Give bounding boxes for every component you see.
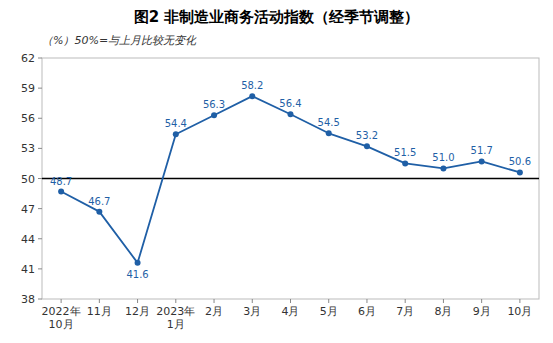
marker xyxy=(58,189,64,195)
x-tick xyxy=(61,299,62,303)
x-tick xyxy=(99,299,100,303)
y-tick xyxy=(38,238,42,239)
x-tick-label-line: 10月 xyxy=(507,305,532,318)
x-tick-label-line: 2月 xyxy=(205,305,223,318)
x-tick-label-line: 8月 xyxy=(434,305,452,318)
y-tick-label: 50 xyxy=(21,173,35,186)
data-label: 56.4 xyxy=(279,98,301,109)
x-tick-label: 2023年1月 xyxy=(156,305,195,331)
y-tick xyxy=(38,58,42,59)
x-tick-label: 3月 xyxy=(243,305,261,318)
data-label: 50.6 xyxy=(509,156,531,167)
data-label: 46.7 xyxy=(88,196,110,207)
reference-line xyxy=(42,178,539,180)
marker xyxy=(96,209,102,215)
plot-area xyxy=(42,93,539,266)
marker xyxy=(402,160,408,166)
y-tick xyxy=(38,88,42,89)
y-tick xyxy=(38,118,42,119)
x-tick xyxy=(137,299,138,303)
data-label: 41.6 xyxy=(126,269,148,280)
x-tick-label: 11月 xyxy=(87,305,112,318)
y-tick-label: 59 xyxy=(21,82,35,95)
marker xyxy=(288,111,294,117)
marker xyxy=(479,158,485,164)
x-tick-label-line: 2022年 xyxy=(42,305,81,318)
x-tick xyxy=(290,299,291,303)
marker xyxy=(249,93,255,99)
x-tick-label: 6月 xyxy=(358,305,376,318)
chart: 图2 非制造业商务活动指数（经季节调整） （%）50%=与上月比较无变化 38 41 4… xyxy=(0,0,553,343)
marker xyxy=(326,130,332,136)
x-tick-label: 7月 xyxy=(396,305,414,318)
x-tick-label: 2月 xyxy=(205,305,223,318)
y-tick-label: 41 xyxy=(21,263,35,276)
x-tick-label-line: 4月 xyxy=(282,305,300,318)
data-label: 51.7 xyxy=(471,145,493,156)
x-tick-label-line: 1月 xyxy=(167,318,185,331)
y-tick-label: 47 xyxy=(21,203,35,216)
data-label: 48.7 xyxy=(50,176,72,187)
data-label: 51.5 xyxy=(394,147,416,158)
data-label: 58.2 xyxy=(241,80,263,91)
y-tick xyxy=(38,268,42,269)
data-label: 53.2 xyxy=(356,130,378,141)
marker xyxy=(517,169,523,175)
x-tick xyxy=(214,299,215,303)
x-tick xyxy=(481,299,482,303)
subtitle: （%）50%=与上月比较无变化 xyxy=(42,34,197,47)
y-tick-label: 44 xyxy=(21,233,35,246)
x-tick-label: 5月 xyxy=(320,305,338,318)
marker xyxy=(364,143,370,149)
x-tick-label-line: 2023年 xyxy=(156,305,195,318)
y-tick xyxy=(38,208,42,209)
y-tick xyxy=(38,299,42,300)
y-tick-label: 62 xyxy=(21,52,35,65)
x-tick-label-line: 9月 xyxy=(473,305,491,318)
x-tick-label-line: 11月 xyxy=(87,305,112,318)
x-tick xyxy=(328,299,329,303)
x-tick-label-line: 12月 xyxy=(125,305,150,318)
data-label: 56.3 xyxy=(203,99,225,110)
data-label: 54.4 xyxy=(165,118,187,129)
x-tick-label: 9月 xyxy=(473,305,491,318)
x-tick xyxy=(366,299,367,303)
x-tick xyxy=(175,299,176,303)
plot-frame xyxy=(42,58,539,299)
x-tick-label: 4月 xyxy=(282,305,300,318)
x-tick-label: 8月 xyxy=(434,305,452,318)
data-label: 51.0 xyxy=(432,152,454,163)
y-tick xyxy=(38,148,42,149)
y-tick xyxy=(38,178,42,179)
marker xyxy=(440,165,446,171)
y-tick-label: 38 xyxy=(21,293,35,306)
x-tick-label-line: 6月 xyxy=(358,305,376,318)
x-tick-label-line: 3月 xyxy=(243,305,261,318)
line xyxy=(61,96,520,263)
x-tick xyxy=(519,299,520,303)
x-tick-label: 2022年10月 xyxy=(42,305,81,331)
y-tick-label: 53 xyxy=(21,142,35,155)
x-tick-label: 10月 xyxy=(507,305,532,318)
marker xyxy=(211,112,217,118)
marker xyxy=(173,131,179,137)
y-tick-label: 56 xyxy=(21,112,35,125)
x-tick-label-line: 7月 xyxy=(396,305,414,318)
x-tick-label-line: 5月 xyxy=(320,305,338,318)
x-tick-label: 12月 xyxy=(125,305,150,318)
x-tick xyxy=(252,299,253,303)
marker xyxy=(135,260,141,266)
title: 图2 非制造业商务活动指数（经季节调整） xyxy=(134,8,420,26)
x-tick xyxy=(405,299,406,303)
x-tick xyxy=(443,299,444,303)
data-label: 54.5 xyxy=(318,117,340,128)
x-tick-label-line: 10月 xyxy=(49,318,74,331)
